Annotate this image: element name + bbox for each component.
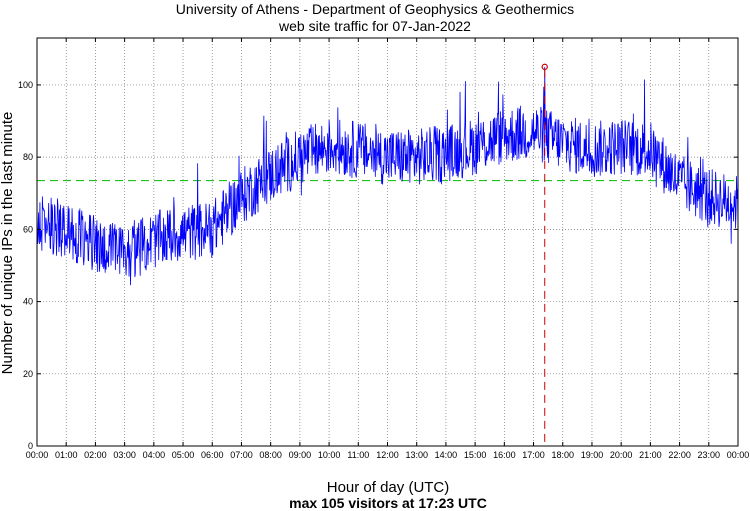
x-axis-label: Hour of day (UTC) — [327, 479, 450, 496]
x-tick-label: 15:00 — [464, 450, 487, 460]
axis-ticks: 00:00 01:00 02:00 03:00 04:00 05:00 06:00 07:00… — [18, 38, 749, 460]
x-tick-label: 09:00 — [289, 450, 312, 460]
x-tick-label: 14:00 — [435, 450, 458, 460]
x-tick-label: 00:00 — [26, 450, 49, 460]
x-tick-label: 03:00 — [113, 450, 136, 460]
chart-subtitle: web site traffic for 07-Jan-2022 — [278, 18, 471, 34]
y-tick-label: 100 — [18, 80, 33, 90]
x-tick-label: 13:00 — [405, 450, 428, 460]
y-tick-label: 60 — [23, 224, 33, 234]
x-tick-label: 23:00 — [698, 450, 721, 460]
chart-title: University of Athens - Department of Geo… — [176, 1, 574, 17]
x-tick-label: 02:00 — [84, 450, 107, 460]
x-tick-label: 00:00 — [727, 450, 750, 460]
x-tick-label: 06:00 — [201, 450, 224, 460]
x-tick-label: 16:00 — [493, 450, 516, 460]
x-tick-label: 10:00 — [318, 450, 341, 460]
x-tick-label: 12:00 — [376, 450, 399, 460]
x-tick-label: 17:00 — [522, 450, 545, 460]
max-marker-point — [541, 63, 548, 71]
max-visitors-note: max 105 visitors at 17:23 UTC — [289, 495, 487, 511]
y-tick-label: 0 — [28, 441, 33, 451]
y-tick-label: 20 — [23, 369, 33, 379]
x-tick-label: 05:00 — [172, 450, 195, 460]
x-tick-label: 07:00 — [230, 450, 253, 460]
y-tick-label: 40 — [23, 297, 33, 307]
series-line — [36, 66, 739, 286]
x-tick-label: 21:00 — [639, 450, 662, 460]
grid-lines — [37, 38, 738, 446]
x-tick-label: 11:00 — [347, 450, 369, 460]
x-tick-label: 18:00 — [551, 450, 574, 460]
x-tick-label: 01:00 — [55, 450, 78, 460]
y-axis-label: Number of unique IPs in the last minute — [0, 112, 16, 375]
y-tick-label: 80 — [23, 152, 33, 162]
x-tick-label: 08:00 — [259, 450, 282, 460]
x-tick-label: 20:00 — [610, 450, 633, 460]
x-tick-label: 04:00 — [143, 450, 166, 460]
x-tick-label: 22:00 — [668, 450, 691, 460]
x-tick-label: 19:00 — [581, 450, 604, 460]
